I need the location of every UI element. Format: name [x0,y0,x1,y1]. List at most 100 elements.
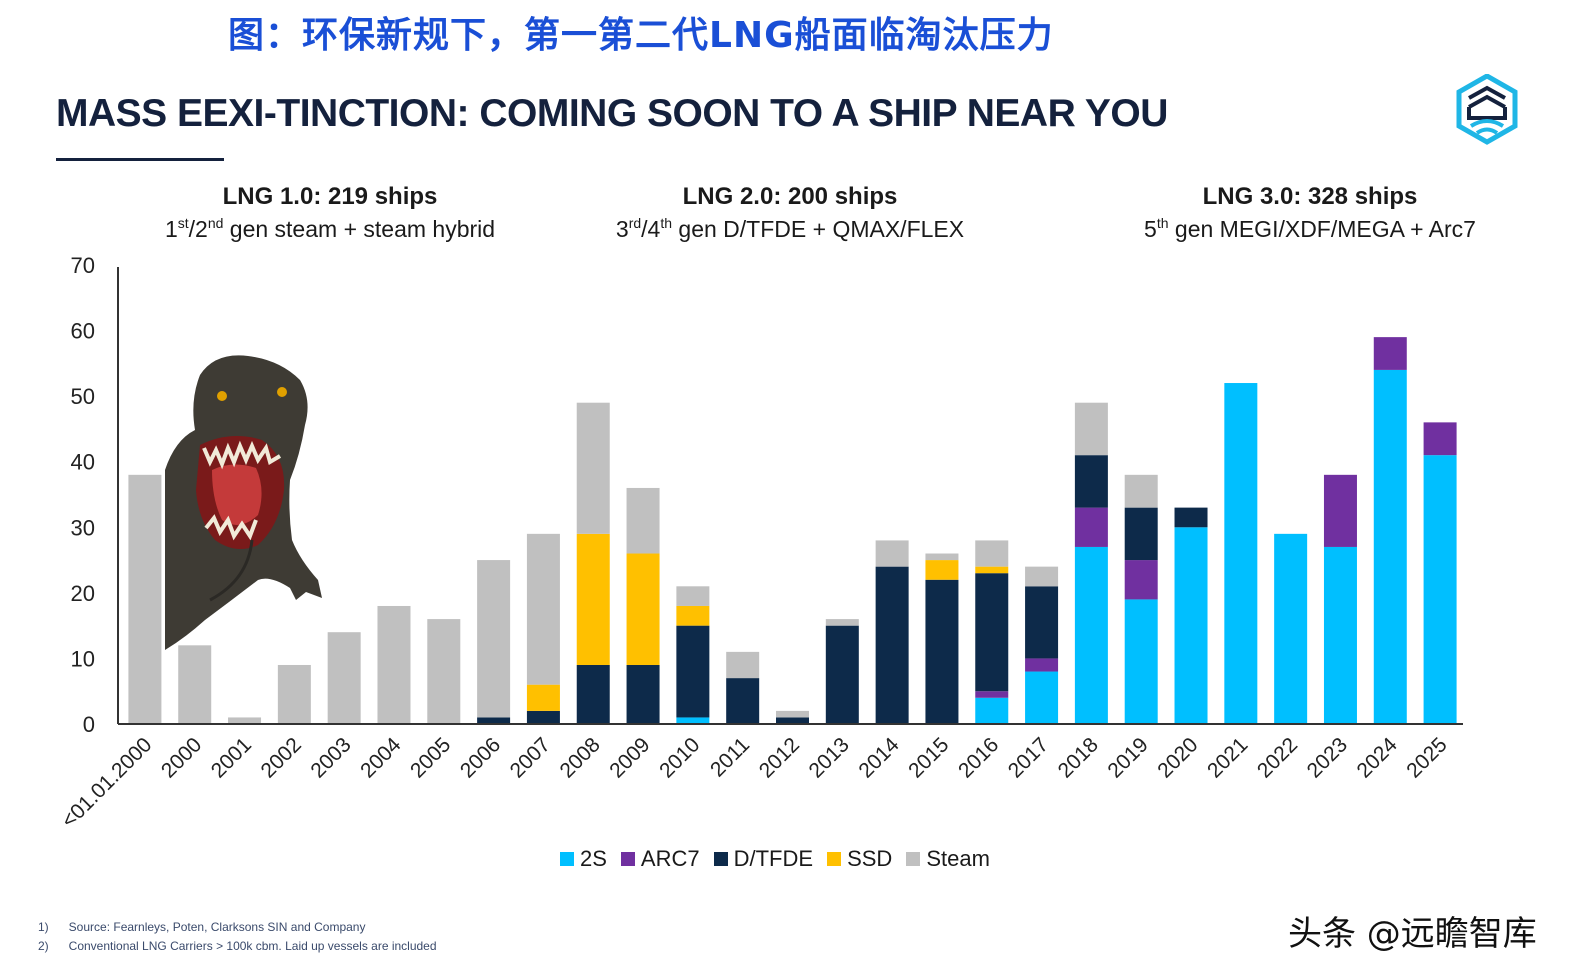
bar-segment-steam [526,533,560,685]
bar-segment-dtfde [875,566,909,724]
bar-segment-2s [1323,546,1357,724]
legend-item-steam: Steam [906,846,990,872]
x-tick-label: 2005 [406,733,455,782]
bar-segment-steam [825,619,859,626]
bar-segment-ssd [975,566,1009,574]
bar-segment-steam [277,664,311,724]
legend-swatch [827,852,842,866]
bar-segment-steam [377,605,411,724]
x-tick-label: 2018 [1054,733,1103,782]
legend-item-arc7: ARC7 [620,846,700,872]
bar-segment-arc7 [1423,422,1457,456]
legend-label: Steam [926,846,990,871]
bar-segment-dtfde [925,579,959,724]
bar-segment-steam [1124,474,1158,508]
x-tick-label: 2025 [1402,733,1451,782]
bar-segment-dtfde [676,625,710,718]
x-tick-label: 2017 [1004,733,1053,782]
footnote: 2) Conventional LNG Carriers > 100k cbm. … [38,939,437,953]
bar-segment-2s [1074,546,1108,724]
chinese-title: 图：环保新规下，第一第二代LNG船面临淘汰压力 [228,15,1054,56]
x-tick-label: <01.01.2000 [57,733,156,832]
legend-item-dtfde: D/TFDE [713,846,813,872]
group-title: LNG 1.0: 219 ships [222,183,438,210]
bar-segment-steam [676,586,710,606]
group-subtitle: 3rd/4th gen D/TFDE + QMAX/FLEX [615,215,965,242]
x-tick-label: 2019 [1103,733,1152,782]
bar-segment-dtfde [576,664,610,724]
y-tick-label: 20 [71,581,95,606]
x-tick-label: 2016 [954,733,1003,782]
bar-segment-steam [975,540,1009,567]
bar-segment-2s [1423,455,1457,724]
bar-segment-ssd [925,560,959,580]
group-subtitle: 1st/2nd gen steam + steam hybrid [164,215,496,242]
bar-segment-arc7 [1074,507,1108,547]
y-tick-label: 70 [71,253,95,278]
x-tick-label: 2012 [755,733,804,782]
bar-segment-steam [327,632,361,724]
title-underline [56,158,224,161]
y-tick-label: 0 [83,712,95,737]
bar-segment-steam [477,560,511,718]
group-title: LNG 3.0: 328 ships [1202,183,1418,210]
bar-segment-steam [925,553,959,561]
bar-segment-2s [1274,533,1308,724]
bars-layer [128,337,1457,724]
x-tick-label: 2008 [555,733,604,782]
x-tick-label: 2024 [1353,733,1403,783]
bar-segment-dtfde [726,678,760,724]
x-tick-label: 2022 [1253,733,1302,782]
watermark: 头条 @远瞻智库 [1288,914,1537,954]
dinosaur-illustration [165,355,322,650]
x-tick-label: 2004 [356,733,406,783]
bar-segment-arc7 [1124,560,1158,600]
bar-segment-dtfde [1174,507,1208,528]
bar-segment-2s [1224,383,1258,724]
y-tick-label: 40 [71,450,95,475]
bar-segment-dtfde [477,717,511,724]
footnotes: 1) Source: Fearnleys, Poten, Clarksons SI… [38,918,437,956]
footnote: 1) Source: Fearnleys, Poten, Clarksons SI… [38,920,366,934]
group-title: LNG 2.0: 200 ships [682,183,898,210]
legend-item-2s: 2S [560,846,607,872]
x-tick-label: 2023 [1303,733,1352,782]
bar-segment-dtfde [526,710,560,724]
chart-legend: 2S ARC7 D/TFDE SSD Steam [560,846,990,872]
bar-segment-steam [128,474,162,724]
bar-segment-arc7 [1025,658,1059,672]
bar-segment-ssd [676,605,710,626]
x-tick-label: 2007 [506,733,555,782]
bar-segment-2s [1373,369,1407,724]
bar-segment-steam [1025,566,1059,587]
group-lng3-header: LNG 3.0: 328 ships 5th gen MEGI/XDF/MEGA… [1080,182,1540,246]
x-tick-label: 2021 [1203,733,1252,782]
x-tick-label: 2013 [805,733,854,782]
legend-label: SSD [847,846,893,871]
bar-segment-steam [875,540,909,567]
bar-segment-dtfde [776,717,809,724]
bar-segment-2s [1124,599,1158,724]
group-subtitle: 5th gen MEGI/XDF/MEGA + Arc7 [1144,215,1476,242]
x-tick-label: 2003 [306,733,355,782]
y-tick-label: 60 [71,319,95,344]
legend-item-ssd: SSD [827,846,892,872]
bar-segment-steam [178,645,212,724]
bar-segment-dtfde [825,625,859,724]
bar-segment-dtfde [626,664,660,724]
x-tick-label: 2020 [1153,733,1202,782]
bar-segment-arc7 [1323,474,1357,547]
bar-segment-steam [576,402,610,534]
bar-segment-2s [975,697,1009,724]
group-lng2-header: LNG 2.0: 200 ships 3rd/4th gen D/TFDE + … [560,182,1020,246]
bar-segment-steam [427,619,461,724]
legend-label: 2S [580,846,607,871]
x-tick-label: 2000 [157,733,206,782]
bar-segment-dtfde [975,573,1009,692]
group-lng1-header: LNG 1.0: 219 ships 1st/2nd gen steam + s… [100,182,560,246]
bar-segment-dtfde [1025,586,1059,659]
legend-swatch [713,852,728,866]
y-tick-label: 50 [71,384,95,409]
legend-swatch [560,852,574,866]
